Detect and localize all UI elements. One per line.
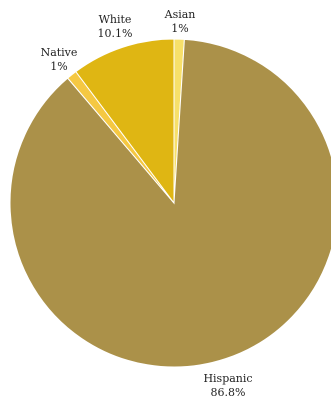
label-hispanic-name: Hispanic [203,372,252,385]
label-white-value: 10.1% [98,27,133,40]
slice-white [75,38,175,205]
label-asian-name: Asian [164,8,196,21]
label-white-name: White [99,13,132,26]
pie-slices [9,38,331,368]
label-asian-value: 1% [171,22,188,35]
label-native-value: 1% [50,60,67,73]
label-hispanic-value: 86.8% [211,386,246,399]
slice-hispanic [9,38,331,368]
label-native-name: Native [41,46,78,59]
